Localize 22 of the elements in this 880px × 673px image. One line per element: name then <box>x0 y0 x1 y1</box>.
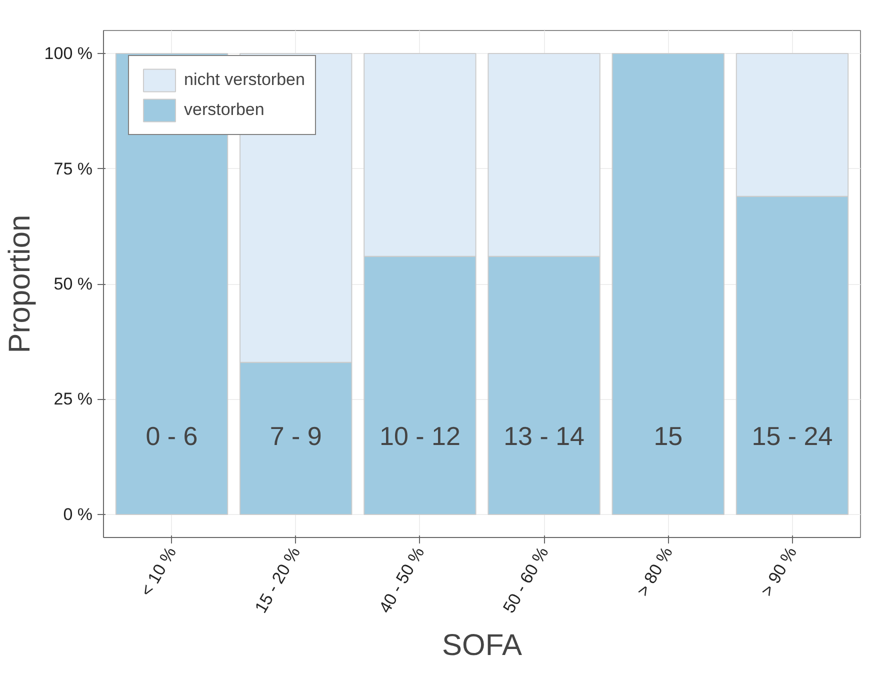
legend-label: nicht verstorben <box>184 70 305 90</box>
annotation: 15 <box>654 421 683 452</box>
x-tick-label: 15 - 20 % <box>251 544 304 616</box>
bar <box>612 53 724 515</box>
x-tick-label: > 90 % <box>757 544 800 600</box>
annotation: 10 - 12 <box>379 421 460 452</box>
x-tick-label: > 80 % <box>633 544 676 600</box>
x-tick-label: 50 - 60 % <box>499 544 552 616</box>
annotation: 13 - 14 <box>504 421 585 452</box>
x-tick-label: < 10 % <box>136 544 180 600</box>
annotation: 7 - 9 <box>270 421 322 452</box>
y-tick-label: 0 % <box>63 504 93 524</box>
y-axis-title: Proportion <box>3 214 36 354</box>
x-tick-label: 40 - 50 % <box>375 544 428 616</box>
annotation: 0 - 6 <box>146 421 198 452</box>
legend-label: verstorben <box>184 100 264 120</box>
y-tick-label: 50 % <box>54 274 92 294</box>
y-tick-label: 100 % <box>44 44 92 64</box>
y-tick-label: 75 % <box>54 159 92 178</box>
y-tick-label: 25 % <box>54 390 92 409</box>
annotation: 15 - 24 <box>752 421 833 452</box>
x-axis-title: SOFA <box>442 629 522 662</box>
